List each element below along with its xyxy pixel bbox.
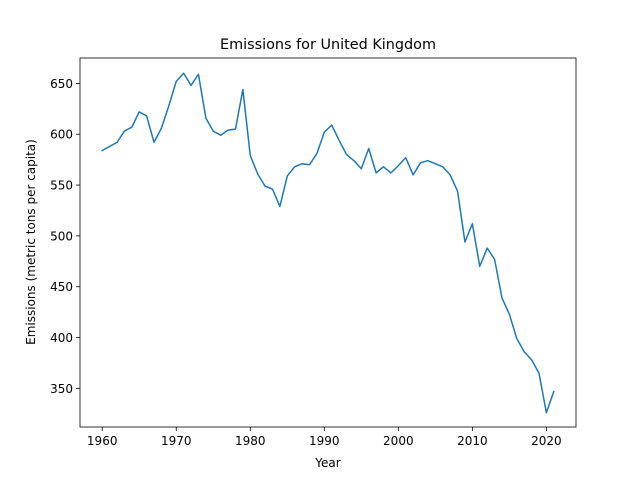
series-line-emissions [101,72,555,414]
x-tick-label: 1980 [235,434,266,448]
y-tick-label: 350 [50,382,73,396]
y-tick-label: 650 [50,77,73,91]
chart-title: Emissions for United Kingdom [220,37,436,53]
y-tick-label: 400 [50,331,73,345]
x-tick-label: 2010 [457,434,488,448]
x-tick-label: 1970 [161,434,192,448]
x-tick-label: 1960 [87,434,118,448]
x-tick-label: 2000 [383,434,414,448]
plot-frame [79,57,577,428]
y-tick-label: 600 [50,128,73,142]
y-axis-label: Emissions (metric tons per capita) [24,139,38,345]
x-axis-label: Year [314,456,340,470]
x-axis-ticks: 1960 1970 1980 1990 2000 2010 2020 [87,427,562,448]
y-tick-label: 550 [50,179,73,193]
x-tick-label: 2020 [531,434,562,448]
y-axis-ticks: 350 400 450 500 550 600 650 [50,77,80,396]
y-tick-label: 500 [50,229,73,243]
x-tick-label: 1990 [309,434,340,448]
y-tick-label: 450 [50,280,73,294]
